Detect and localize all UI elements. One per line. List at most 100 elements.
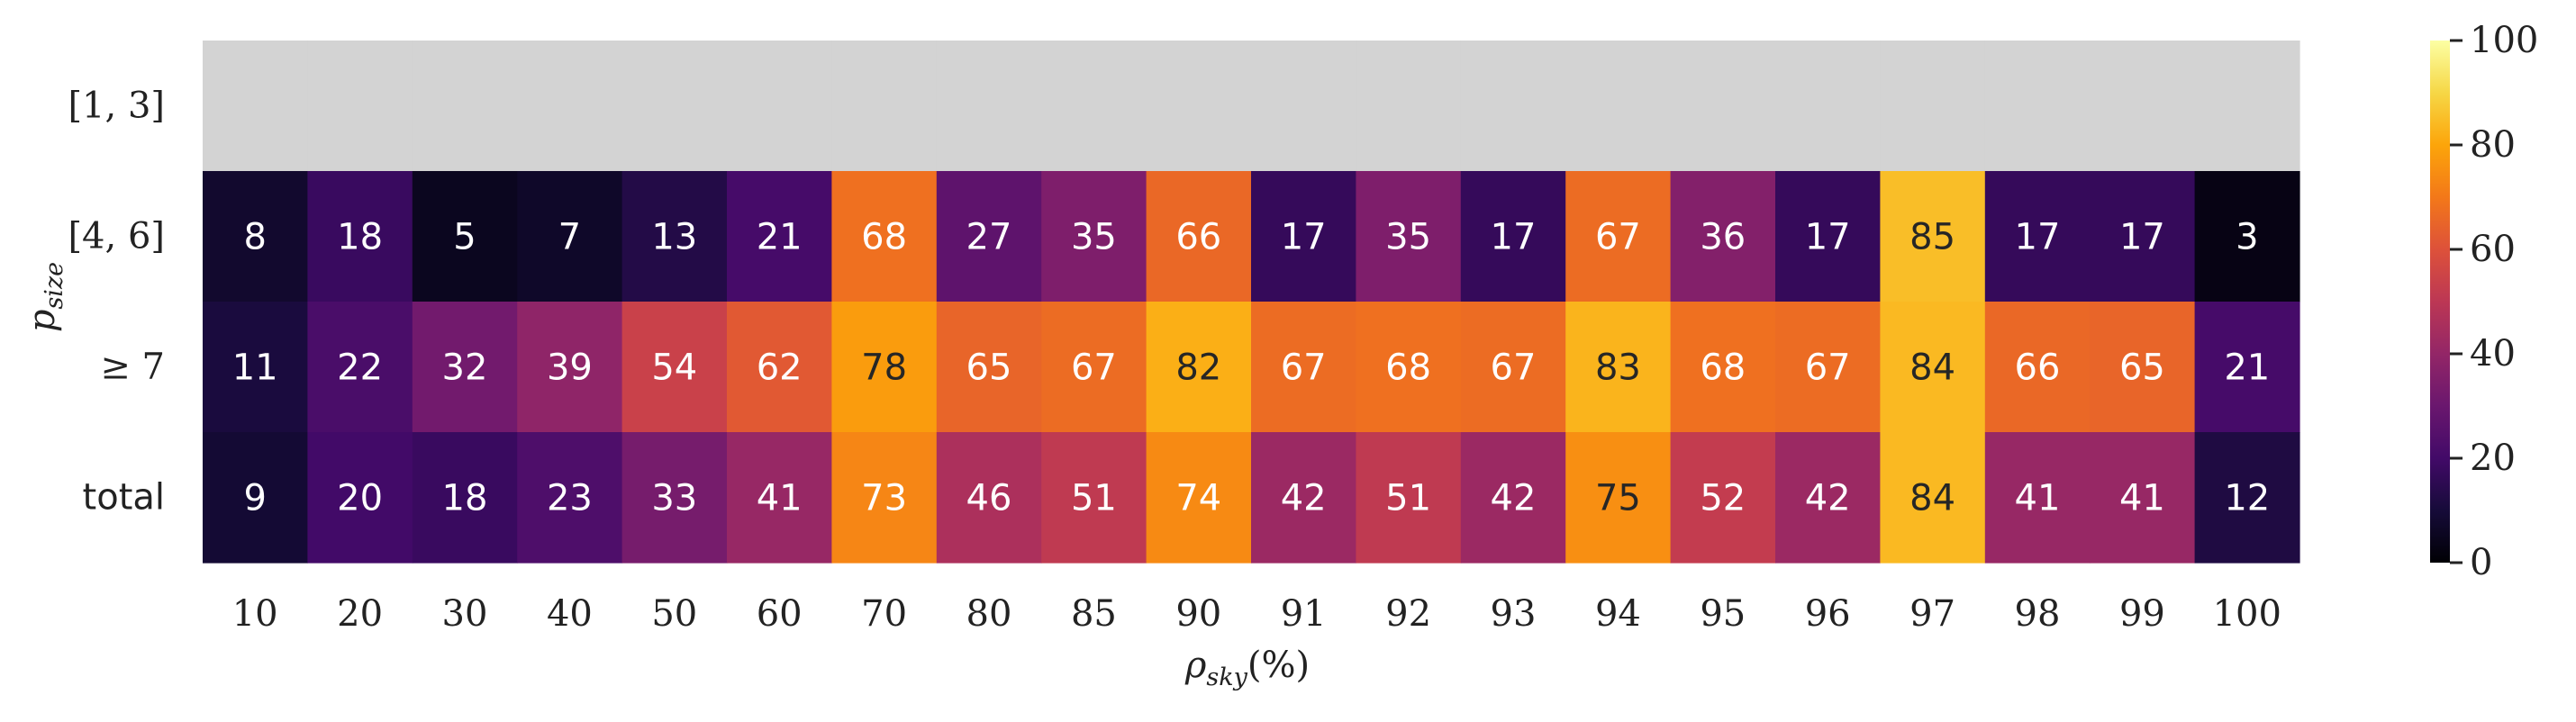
cell-value-label: 9	[243, 478, 266, 519]
cell-value-label: 84	[1909, 478, 1955, 519]
heatmap-cell	[1356, 41, 1462, 172]
x-tick-label: 20	[337, 593, 383, 635]
heatmap-cell	[1460, 41, 1566, 172]
cell-value-label: 35	[1071, 217, 1117, 258]
heatmap-cell	[621, 302, 728, 433]
colorbar-tick-label: 40	[2470, 333, 2516, 375]
cell-value-label: 52	[1700, 478, 1746, 519]
heatmap-cell	[2194, 171, 2300, 302]
heatmap-cell	[203, 41, 308, 172]
cell-value-label: 27	[966, 217, 1012, 258]
x-tick-label: 97	[1909, 593, 1955, 635]
heatmap-cell	[1775, 41, 1881, 172]
cell-value-label: 41	[2119, 478, 2165, 519]
cell-value-label: 17	[2119, 217, 2165, 258]
heatmap-cell	[727, 432, 832, 564]
x-tick-label: 93	[1491, 593, 1537, 635]
y-tick-label: [1, 3]	[68, 86, 165, 127]
cell-value-label: 83	[1595, 347, 1641, 389]
heatmap-cell	[307, 302, 413, 433]
heatmap-cell	[2194, 432, 2300, 564]
heatmap-cell	[2090, 171, 2196, 302]
x-axis-label-unit: (%)	[1247, 645, 1310, 686]
heatmap-cell	[1984, 171, 2091, 302]
cell-value-label: 39	[547, 347, 593, 389]
cell-value-label: 18	[337, 217, 383, 258]
colorbar-tick-label: 100	[2470, 20, 2538, 61]
heatmap-cell	[936, 41, 1042, 172]
heatmap-cell	[307, 41, 413, 172]
cell-value-label: 68	[861, 217, 907, 258]
cell-value-label: 85	[1909, 217, 1955, 258]
heatmap-cell	[621, 171, 728, 302]
heatmap-cell	[1670, 302, 1776, 433]
heatmap-cell	[1460, 302, 1566, 433]
heatmap-cell	[1356, 171, 1462, 302]
heatmap-cell	[1565, 41, 1672, 172]
heatmap-cell	[831, 171, 938, 302]
cell-value-label: 65	[2119, 347, 2165, 389]
x-axis-label-main: ρ	[1184, 645, 1207, 686]
heatmap-cell	[1251, 171, 1356, 302]
heatmap-cell	[1880, 171, 1986, 302]
heatmap-cell	[307, 171, 413, 302]
cell-value-label: 5	[453, 217, 476, 258]
cell-value-label: 17	[1491, 217, 1537, 258]
y-axis-label: psize	[22, 262, 68, 332]
cell-value-label: 21	[2224, 347, 2270, 389]
cell-value-label: 75	[1595, 478, 1641, 519]
x-tick-label: 94	[1595, 593, 1641, 635]
heatmap-cell	[517, 432, 623, 564]
heatmap-cell	[621, 432, 728, 564]
heatmap-cell	[1670, 41, 1776, 172]
x-tick-label: 90	[1175, 593, 1221, 635]
heatmap-cell	[1251, 432, 1356, 564]
cell-value-label: 65	[966, 347, 1012, 389]
cell-value-label: 62	[757, 347, 803, 389]
heatmap-cell	[1880, 432, 1986, 564]
heatmap-cell	[517, 171, 623, 302]
x-tick-label: 70	[861, 593, 907, 635]
cell-value-label: 18	[442, 478, 488, 519]
heatmap-cell	[412, 171, 518, 302]
heatmap-cell	[621, 41, 728, 172]
x-tick-label: 80	[966, 593, 1012, 635]
heatmap-cell	[2090, 302, 2196, 433]
heatmap-cell	[2194, 41, 2300, 172]
heatmap-cell	[1880, 302, 1986, 433]
heatmap-cell	[1460, 432, 1566, 564]
x-tick-label: 98	[2015, 593, 2061, 635]
heatmap-cell	[1880, 41, 1986, 172]
cell-value-label: 17	[1805, 217, 1851, 258]
cell-value-label: 11	[232, 347, 278, 389]
y-tick-labels: [1, 3] [4, 6] ≥ 7 total	[68, 86, 165, 519]
cell-value-label: 42	[1281, 478, 1327, 519]
heatmap-cell	[203, 432, 308, 564]
heatmap-cell	[1251, 302, 1356, 433]
cell-value-label: 17	[2015, 217, 2061, 258]
heatmap-cell	[1775, 432, 1881, 564]
heatmap-cells	[203, 41, 2300, 564]
heatmap-cell	[1251, 41, 1356, 172]
heatmap-cell	[517, 41, 623, 172]
heatmap-cell	[1565, 432, 1672, 564]
cell-value-label: 23	[547, 478, 593, 519]
x-tick-label: 85	[1071, 593, 1117, 635]
x-tick-label: 91	[1281, 593, 1327, 635]
cell-value-label: 35	[1385, 217, 1431, 258]
cell-value-label: 46	[966, 478, 1012, 519]
cell-value-label: 67	[1071, 347, 1117, 389]
heatmap-cell	[412, 432, 518, 564]
x-tick-label: 100	[2213, 593, 2281, 635]
heatmap-cell	[2090, 432, 2196, 564]
heatmap-cell	[1146, 41, 1252, 172]
heatmap-cell	[831, 432, 938, 564]
heatmap-cell	[203, 171, 308, 302]
cell-value-label: 33	[651, 478, 697, 519]
cell-value-label: 3	[2236, 217, 2258, 258]
heatmap-cell	[517, 302, 623, 433]
colorbar-tick-label: 80	[2470, 124, 2516, 166]
heatmap-cell-labels: 8 18 5 7 13 21 68 27 35 66 17 35 17 67 36 17 85 17 17 3 11 22…	[232, 217, 2271, 519]
cell-value-label: 13	[651, 217, 697, 258]
heatmap-cell	[1146, 302, 1252, 433]
